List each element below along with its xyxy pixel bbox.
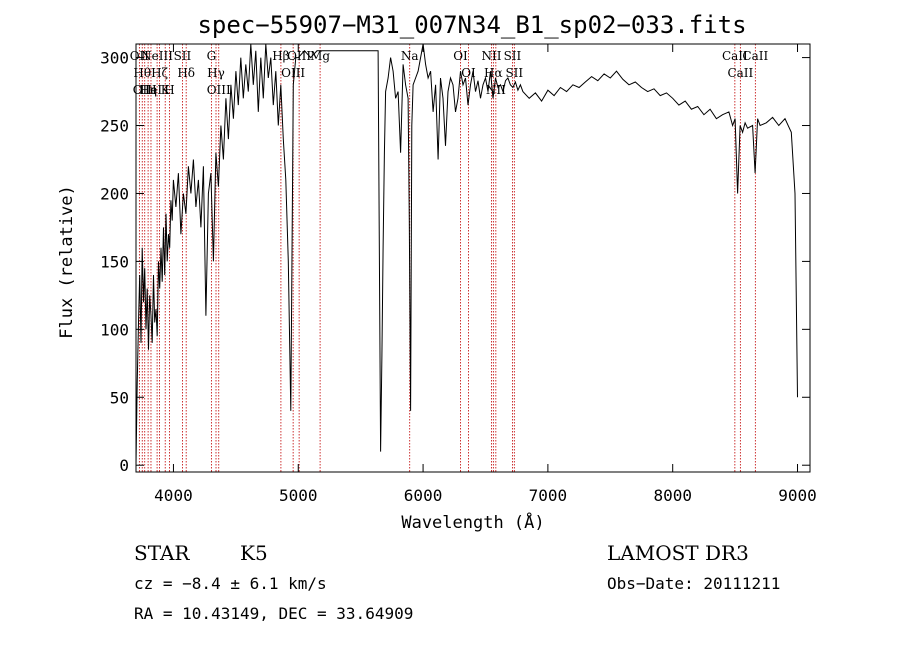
reference-line-label: NII [481,49,501,63]
reference-line-label: CaII [722,49,748,63]
chart-title: spec−55907−M31_007N34_B1_sp02−033.fits [197,11,746,39]
reference-line-label: H [164,83,174,97]
y-tick-label: 250 [100,117,129,136]
reference-line-label: G [207,49,217,63]
reference-line-label: Hζ [151,66,168,80]
x-axis-ticks: 4000 5000 6000 7000 8000 9000 [154,44,817,505]
y-tick-label: 50 [110,388,129,407]
reference-line-label: SII [505,66,523,80]
x-tick-label: 4000 [154,486,193,505]
reference-line-label: Hθ [133,66,151,80]
object-class: STAR [134,541,190,565]
y-tick-label: 150 [100,252,129,271]
reference-line-label: NeIII [141,49,173,63]
reference-line-label: CaII [727,66,753,80]
x-tick-label: 5000 [279,486,318,505]
reference-line-label: OIII [281,66,305,80]
reference-line-label: Hγ [207,66,225,80]
reference-line-label: Hδ [177,66,195,80]
spectrum-line [135,43,798,466]
x-tick-label: 6000 [404,486,443,505]
reference-line-label: SII [504,49,522,63]
survey-name: LAMOST DR3 [607,541,749,565]
redshift-cz: cz = −8.4 ± 6.1 km/s [134,574,327,593]
y-axis-label: Flux (relative) [57,185,77,339]
coordinates: RA = 10.43149, DEC = 33.64909 [134,604,413,623]
reference-line-label: Hα [484,66,503,80]
reference-line-label: OI [453,49,468,63]
reference-line-label: Hβ [272,49,289,63]
y-tick-label: 0 [119,456,129,475]
reference-line-label: OIII [207,83,231,97]
reference-line-label: Hη [139,83,157,97]
y-tick-label: 300 [100,49,129,68]
x-tick-label: 8000 [653,486,692,505]
reference-line-labels: OIIHθOIIIHηHeINeIIIHζKHSIIHδGHγOIIIHβOII… [130,49,769,97]
reference-line-label: CaII [742,49,768,63]
y-axis-ticks: 0 50 100 150 200 250 300 [100,49,810,475]
y-tick-label: 200 [100,184,129,203]
plot-frame [135,43,811,473]
observation-date: Obs−Date: 20111211 [607,574,780,593]
x-tick-label: 7000 [529,486,568,505]
y-tick-label: 100 [100,320,129,339]
x-axis-label: Wavelength (Å) [401,511,544,533]
reference-line-label: HeI [140,83,163,97]
reference-line-label: K [161,83,171,97]
object-subclass: K5 [240,541,268,565]
reference-line-label: Na [401,49,419,63]
reference-line-label: OII [130,49,150,63]
x-tick-label: 9000 [778,486,817,505]
reference-line-label: OIII [133,83,157,97]
reference-line-label: SII [174,49,192,63]
